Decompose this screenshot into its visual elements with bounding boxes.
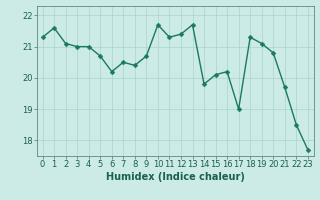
- X-axis label: Humidex (Indice chaleur): Humidex (Indice chaleur): [106, 172, 244, 182]
